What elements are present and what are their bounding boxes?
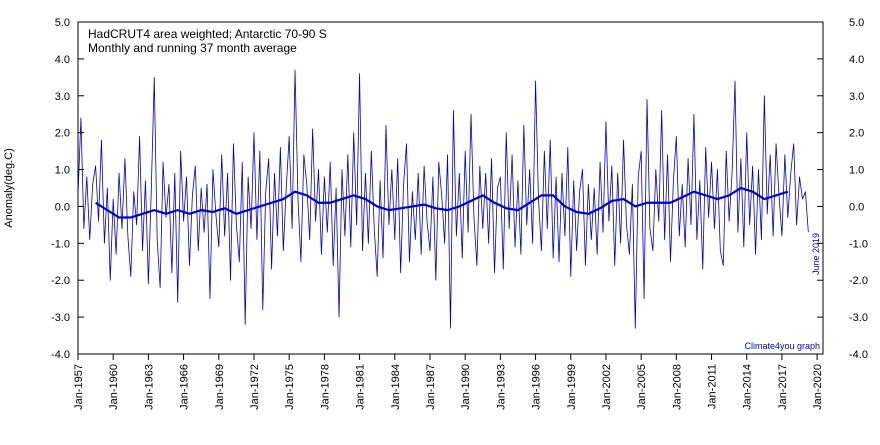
y-tick-label: -4.0 [51,349,70,361]
x-tick-label: Jan-2011 [707,364,719,409]
x-tick-label: Jan-1999 [566,364,578,410]
y2-tick-label: 4.0 [849,54,864,66]
x-tick-label: Jan-2005 [636,364,648,410]
chart-title: HadCRUT4 area weighted; Antarctic 70-90 … [88,27,327,41]
x-tick-label: Jan-1978 [319,364,331,410]
x-tick-label: Jan-1993 [495,364,507,410]
x-tick-label: Jan-1960 [108,364,120,410]
chart-subtitle: Monthly and running 37 month average [88,41,297,55]
y2-tick-label: 0.0 [849,201,864,213]
x-tick-label: Jan-2014 [742,364,754,410]
y2-tick-label: -3.0 [849,312,868,324]
y2-tick-label: -4.0 [849,349,868,361]
y2-tick-label: 3.0 [849,91,864,103]
x-tick-label: Jan-2017 [777,364,789,410]
y2-tick-label: 1.0 [849,165,864,177]
y-tick-label: -1.0 [51,238,70,250]
x-tick-label: Jan-1975 [284,364,296,410]
y-tick-label: 1.0 [55,165,70,177]
x-tick-label: Jan-1957 [73,364,85,410]
y-tick-label: 3.0 [55,91,70,103]
y2-tick-label: -2.0 [849,275,868,287]
x-tick-label: Jan-1981 [355,364,367,410]
y-tick-label: 5.0 [55,17,70,29]
y2-tick-label: 5.0 [849,17,864,29]
y-tick-label: 2.0 [55,128,70,140]
y2-tick-label: 2.0 [849,128,864,140]
x-tick-label: Jan-2020 [812,364,824,410]
series-line [77,69,809,329]
x-tick-label: Jan-1996 [531,364,543,410]
y-tick-label: -3.0 [51,312,70,324]
x-tick-label: Jan-1987 [425,364,437,410]
date-annotation: June 2019 [811,233,821,275]
x-tick-label: Jan-1966 [179,364,191,410]
credit: Climate4you graph [744,341,820,351]
y-tick-label: -2.0 [51,275,70,287]
x-tick-label: Jan-1972 [249,364,261,410]
x-tick-label: Jan-1984 [390,364,402,410]
series-line [95,186,789,219]
y-tick-label: 0.0 [55,201,70,213]
y-axis-label: Anomaly(deg.C) [3,148,15,227]
y-tick-label: 4.0 [55,54,70,66]
x-tick-label: Jan-2008 [671,364,683,410]
y2-tick-label: -1.0 [849,238,868,250]
x-tick-label: Jan-1963 [143,364,155,410]
x-tick-label: Jan-1969 [214,364,226,410]
x-tick-label: Jan-1990 [460,364,472,410]
x-tick-label: Jan-2002 [601,364,613,410]
